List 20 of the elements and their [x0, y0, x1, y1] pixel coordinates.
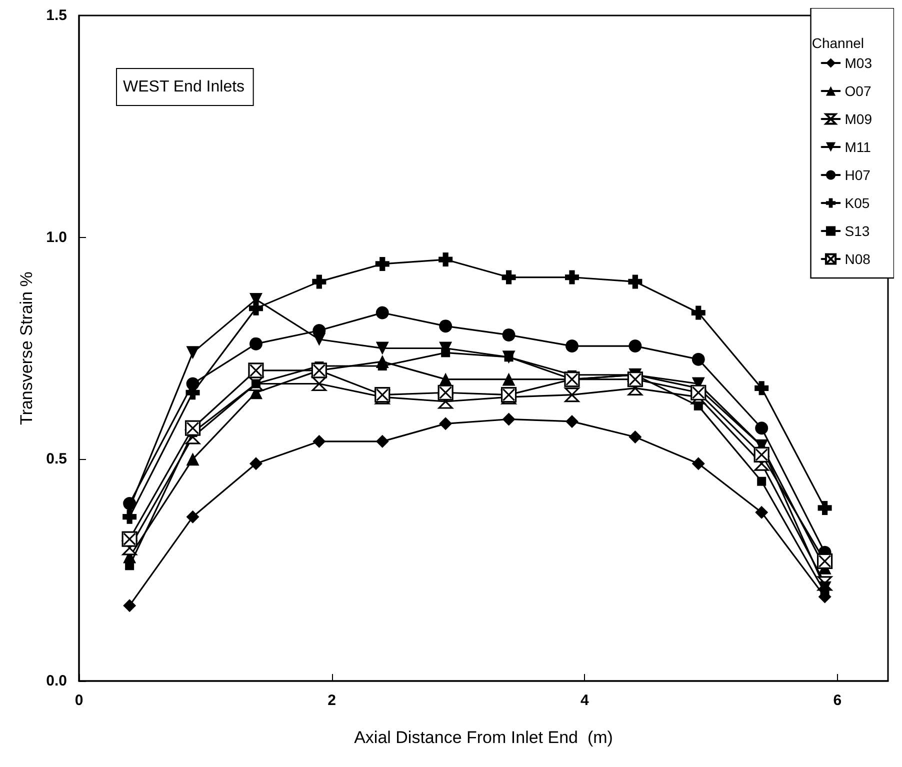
y-tick-label: 0.5 [46, 450, 67, 468]
legend-title: Channel [812, 35, 864, 51]
y-tick-label: 1.5 [46, 7, 67, 24]
x-tick-label: 0 [74, 692, 84, 709]
y-tick-label: 0.0 [46, 672, 67, 690]
x-tick-label: 2 [328, 692, 336, 709]
legend-label: N08 [844, 251, 871, 267]
y-axis-title: Transverse Strain % [17, 272, 36, 425]
x-axis-title: Axial Distance From Inlet End (m) [354, 728, 613, 747]
legend-label: M09 [844, 111, 872, 127]
legend-label: K05 [844, 195, 870, 211]
legend-label: M03 [844, 55, 872, 71]
legend-label: M11 [844, 139, 872, 155]
annotation: WEST End Inlets [123, 78, 245, 96]
x-tick-label: 6 [833, 692, 842, 709]
y-tick-label: 1.0 [46, 228, 67, 246]
legend-label: S13 [844, 223, 870, 239]
legend-label: O07 [844, 83, 872, 99]
x-tick-label: 4 [580, 692, 590, 709]
legend-label: H07 [844, 167, 871, 183]
